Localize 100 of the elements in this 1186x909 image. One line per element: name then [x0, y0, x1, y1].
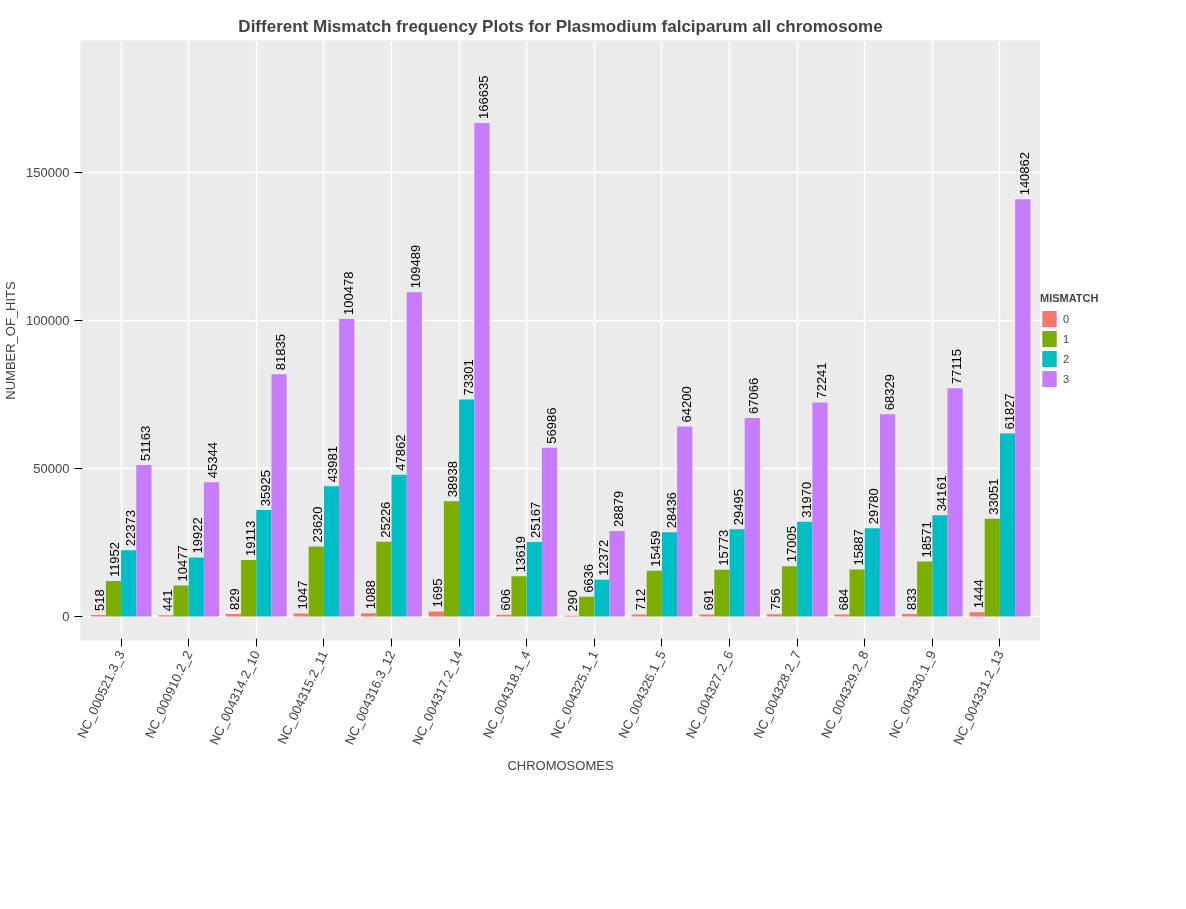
y-tick-label: 150000: [26, 164, 70, 180]
data-label: 13619: [513, 536, 529, 573]
data-label: 22373: [122, 510, 138, 547]
data-label: 15773: [715, 529, 731, 566]
bar: [609, 530, 625, 617]
data-label: 518: [92, 589, 108, 611]
bar: [797, 521, 813, 617]
data-label: 51163: [137, 425, 153, 461]
legend-title: MISMATCH: [1040, 291, 1099, 304]
bar: [406, 292, 422, 617]
y-tick-label: 100000: [26, 312, 70, 328]
data-label: 140862: [1016, 151, 1032, 196]
bar: [188, 557, 204, 617]
data-label: 606: [497, 589, 513, 611]
bar: [541, 447, 558, 617]
data-label: 73301: [460, 359, 476, 396]
bar: [225, 614, 242, 617]
data-label: 47862: [393, 434, 409, 471]
data-label: 829: [227, 588, 243, 611]
y-tick-label: 50000: [33, 460, 70, 476]
bar: [917, 561, 933, 617]
bar: [932, 515, 948, 617]
bar: [1015, 199, 1031, 617]
data-label: 33051: [986, 478, 1002, 515]
bar: [511, 576, 527, 617]
data-label: 290: [565, 589, 581, 612]
bar: [849, 569, 865, 617]
data-label: 25226: [377, 501, 393, 538]
bar: [984, 518, 1000, 617]
data-label: 10477: [175, 545, 191, 582]
bar: [376, 541, 392, 617]
bar: [781, 566, 798, 617]
bar: [901, 614, 918, 617]
data-label: 29495: [731, 489, 747, 526]
bar: [293, 613, 309, 617]
bar: [744, 417, 760, 617]
bar: [646, 570, 662, 617]
data-label: 28436: [663, 492, 679, 529]
legend-label: 3: [1063, 372, 1071, 385]
bar: [594, 579, 610, 617]
bar: [391, 474, 407, 617]
chart-title: Different Mismatch frequency Plots for Plasmodium falciparum all chromosome: [238, 16, 883, 36]
data-label: 12372: [595, 539, 611, 576]
bar: [526, 541, 542, 617]
y-axis-title: NUMBER_OF_HITS: [3, 280, 19, 400]
bar: [834, 614, 850, 617]
bar: [714, 569, 730, 617]
bar: [864, 528, 880, 617]
legend-label: 1: [1063, 332, 1071, 345]
data-label: 19922: [190, 517, 206, 554]
data-label: 441: [159, 589, 175, 612]
data-label: 15887: [851, 529, 867, 566]
data-label: 43981: [325, 446, 341, 483]
bar: [474, 123, 490, 617]
bar: [121, 550, 137, 617]
data-label: 17005: [783, 526, 799, 563]
data-label: 712: [633, 588, 649, 611]
data-label: 15459: [648, 530, 664, 567]
bar: [699, 614, 715, 617]
data-label: 67066: [746, 377, 762, 414]
data-label: 1047: [295, 580, 311, 610]
bar: [969, 612, 985, 617]
bar: [999, 433, 1016, 617]
data-label: 45344: [205, 442, 221, 479]
data-label: 81835: [273, 334, 289, 371]
data-label: 833: [903, 588, 919, 611]
data-label: 29780: [866, 488, 882, 525]
bar: [947, 388, 963, 617]
data-label: 109489: [408, 244, 424, 289]
data-label: 72241: [813, 362, 829, 399]
data-label: 61827: [1001, 393, 1017, 430]
bar: [136, 464, 152, 617]
bar: [105, 581, 122, 617]
data-label: 56986: [543, 407, 559, 444]
data-label: 68329: [881, 374, 897, 411]
bar: [241, 559, 257, 617]
bar: [203, 482, 220, 617]
bar: [661, 532, 678, 617]
data-label: 1444: [971, 579, 987, 609]
bar: [579, 596, 595, 617]
bar: [879, 414, 896, 617]
data-label: 100478: [340, 271, 356, 315]
data-label: 77115: [949, 348, 965, 385]
data-label: 23620: [310, 506, 326, 543]
bar: [256, 510, 272, 617]
bar: [361, 613, 377, 617]
bar: [766, 614, 782, 617]
bar: [428, 611, 444, 617]
data-label: 166635: [475, 75, 491, 120]
bar: [631, 614, 647, 617]
bar: [173, 585, 189, 617]
data-label: 35925: [257, 469, 273, 507]
data-label: 6636: [580, 563, 596, 593]
bar: [271, 374, 287, 617]
data-label: 34161: [933, 475, 949, 512]
legend-label: 0: [1063, 312, 1071, 325]
data-label: 1695: [430, 578, 446, 608]
data-label: 684: [835, 588, 851, 611]
bar: [339, 318, 355, 617]
data-label: 691: [700, 588, 716, 611]
